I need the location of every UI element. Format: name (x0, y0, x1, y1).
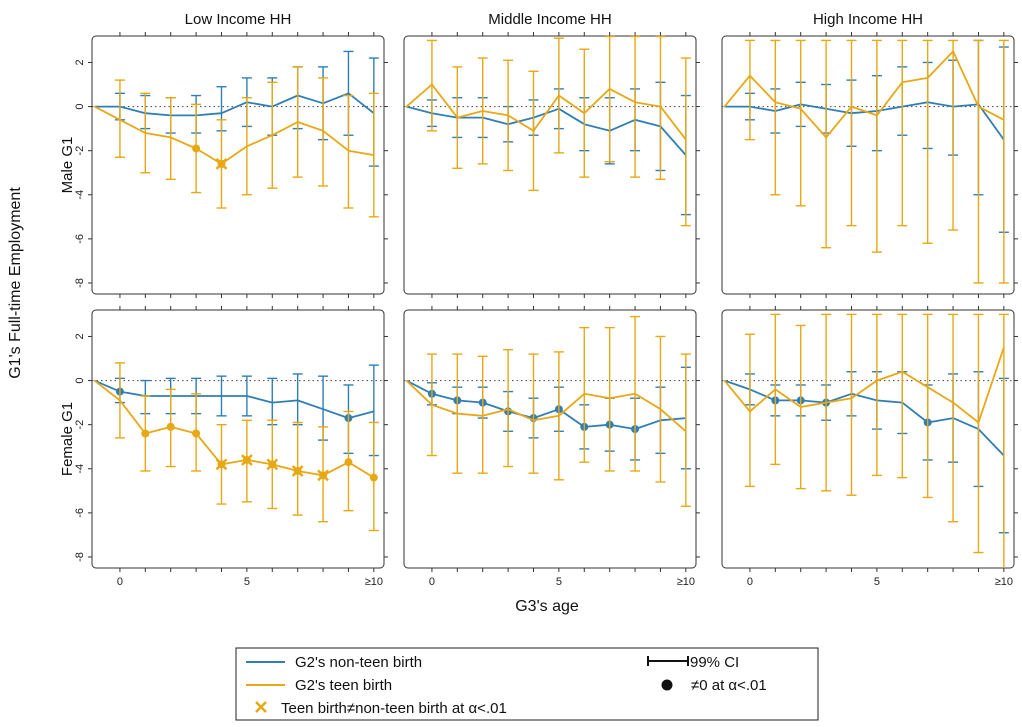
teen-difference-marker (266, 458, 279, 471)
x-tick-label: 0 (429, 576, 435, 588)
panel-frame (403, 35, 697, 295)
teen-difference-marker (241, 454, 253, 466)
panel-frame (91, 35, 385, 295)
row-label: Male G1 (59, 137, 76, 194)
panel (721, 32, 1018, 298)
teen-significant-point (192, 144, 201, 153)
non_teen-series-line (406, 379, 686, 431)
non_teen-series-line (94, 92, 375, 117)
x-tick-label: ≥10 (677, 576, 695, 588)
legend-diff-x-stroke (255, 701, 267, 713)
y-tick-label: 0 (74, 104, 86, 110)
legend-sig-label: ≠0 at α<.01 (691, 677, 767, 694)
panel (403, 32, 700, 298)
panel: 2 0 -2 -4 -6 -8 (74, 32, 388, 298)
y-tick-label: 2 (74, 333, 86, 339)
legend: G2's non-teen birth G2's teen birth Teen… (235, 647, 819, 721)
teen-significant-point (369, 473, 378, 482)
legend-teen-label: G2's teen birth (295, 677, 392, 694)
teen-series-line (723, 347, 1005, 424)
column-title: Middle Income HH (488, 11, 611, 28)
panel-grid: Low Income HH Middle Income HH High Income… (59, 11, 1018, 588)
panel-frame (403, 309, 697, 569)
panel-frame (721, 35, 1015, 295)
teen-series-line (405, 83, 687, 141)
teen-difference-marker (215, 158, 228, 170)
panel-frame (91, 309, 385, 569)
panel-frame (721, 309, 1015, 569)
y-tick-label: 0 (74, 378, 86, 384)
x-tick-label: ≥10 (995, 576, 1013, 588)
teen-series-line (405, 379, 687, 432)
y-tick-label: -8 (74, 552, 86, 562)
non_teen-series-line (724, 379, 1005, 457)
teen-significant-point (344, 458, 353, 467)
legend-box (235, 647, 819, 721)
panel: 2 0 -2 -4 -6 -8 0 5 ≥10 (74, 306, 388, 588)
legend-sig-marker (661, 679, 673, 691)
y-tick-label: -8 (74, 278, 86, 288)
x-tick-label: ≥10 (365, 576, 383, 588)
legend-diff-label: Teen birth≠non-teen birth at α<.01 (281, 700, 507, 717)
y-tick-label: 2 (74, 59, 86, 65)
x-tick-label: 5 (244, 576, 250, 588)
y-tick-label: -6 (74, 234, 86, 244)
x-tick-label: 0 (747, 576, 753, 588)
y-tick-label: -2 (74, 146, 86, 156)
y-tick-label: -4 (74, 464, 86, 474)
teen-difference-marker (215, 458, 228, 471)
x-tick-label: 5 (874, 576, 880, 588)
y-tick-label: -2 (74, 420, 86, 430)
teen-difference-marker (291, 465, 304, 477)
y-axis-title: G1's Full-time Employment (7, 187, 24, 379)
row-label: Female G1 (59, 402, 76, 476)
teen-series-line (93, 379, 375, 479)
teen-significant-point (141, 429, 150, 438)
teen-series-line (723, 50, 1005, 139)
teen-significant-point (192, 429, 201, 438)
teen-series-line (94, 105, 374, 165)
teen-significant-point (166, 422, 175, 431)
column-title: High Income HH (813, 11, 923, 28)
legend-ci-label: 99% CI (690, 654, 739, 671)
panel: 0 5 ≥10 (721, 306, 1018, 588)
column-title: Low Income HH (185, 11, 292, 28)
y-tick-label: -6 (74, 508, 86, 518)
legend-ci-marker (647, 656, 689, 666)
legend-diff-x-marker (255, 701, 267, 713)
x-tick-label: 5 (556, 576, 562, 588)
non_teen-series-line (94, 379, 375, 420)
teen-difference-marker (317, 469, 329, 482)
legend-non-teen-label: G2's non-teen birth (295, 654, 422, 671)
x-axis-title: G3's age (515, 598, 579, 615)
panel: 0 5 ≥10 (403, 306, 700, 588)
non_teen-series-line (724, 101, 1005, 141)
x-tick-label: 0 (117, 576, 123, 588)
y-tick-label: -4 (74, 190, 86, 200)
